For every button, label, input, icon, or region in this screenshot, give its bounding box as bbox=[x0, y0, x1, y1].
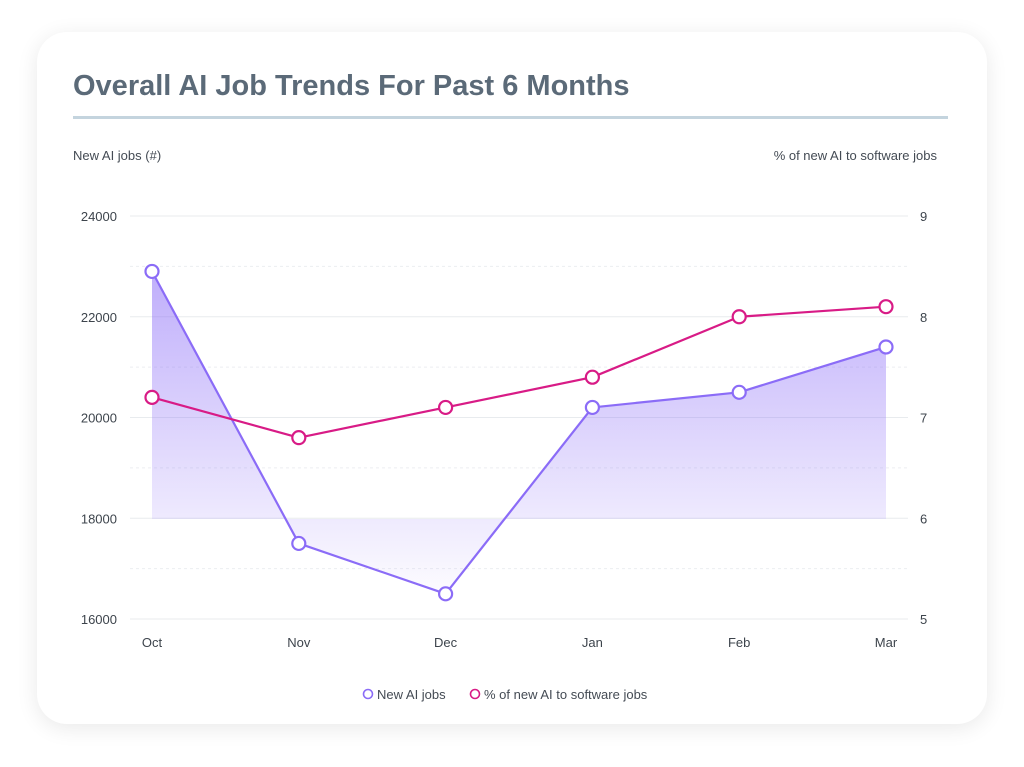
chart-title: Overall AI Job Trends For Past 6 Months bbox=[73, 70, 630, 102]
point-percent[interactable] bbox=[878, 299, 894, 315]
series-area-fill bbox=[152, 271, 886, 594]
series-line-percent bbox=[151, 305, 887, 439]
y-right-tick-label: 6 bbox=[920, 511, 927, 526]
point-percent[interactable] bbox=[584, 369, 601, 385]
point-new-ai-jobs[interactable] bbox=[878, 339, 894, 355]
point-percent[interactable] bbox=[144, 389, 160, 405]
point-percent[interactable] bbox=[731, 309, 747, 325]
y-right-tick-label: 9 bbox=[920, 209, 927, 224]
series-line-new-ai-jobs bbox=[151, 270, 887, 595]
y-left-axis-title: New AI jobs (#) bbox=[73, 148, 161, 163]
legend-label-new-ai-jobs: New AI jobs bbox=[377, 687, 446, 702]
y-left-tick-label: 20000 bbox=[81, 411, 117, 426]
x-tick-label: Jan bbox=[582, 635, 603, 650]
x-tick-label: Feb bbox=[728, 635, 750, 650]
point-new-ai-jobs[interactable] bbox=[144, 263, 160, 280]
chart-legend: New AI jobs % of new AI to software jobs bbox=[362, 687, 648, 702]
y-left-tick-label: 24000 bbox=[81, 209, 117, 224]
y-right-tick-label: 5 bbox=[920, 612, 927, 627]
point-new-ai-jobs[interactable] bbox=[291, 535, 307, 552]
y-left-tick-label: 16000 bbox=[81, 612, 117, 627]
x-tick-label: Dec bbox=[434, 635, 458, 650]
y-left-tick-label: 22000 bbox=[81, 310, 117, 325]
legend-label-percent: % of new AI to software jobs bbox=[484, 687, 648, 702]
x-tick-label: Nov bbox=[287, 635, 311, 650]
series-area-new-ai-jobs bbox=[152, 271, 886, 594]
y-right-tick-label: 8 bbox=[920, 310, 927, 325]
point-new-ai-jobs[interactable] bbox=[438, 586, 454, 602]
axis-labels: New AI jobs (#) % of new AI to software j… bbox=[73, 148, 937, 650]
point-new-ai-jobs[interactable] bbox=[584, 399, 601, 416]
series-lines bbox=[151, 270, 887, 595]
legend-marker-new-ai-jobs bbox=[362, 688, 374, 700]
y-right-tick-label: 7 bbox=[920, 411, 927, 426]
legend-marker-percent bbox=[469, 688, 481, 700]
point-percent[interactable] bbox=[291, 430, 307, 446]
x-tick-label: Oct bbox=[142, 635, 163, 650]
title-divider bbox=[73, 116, 948, 119]
x-tick-label: Mar bbox=[875, 635, 898, 650]
y-right-axis-title: % of new AI to software jobs bbox=[774, 148, 938, 163]
y-left-tick-label: 18000 bbox=[81, 511, 117, 526]
point-percent[interactable] bbox=[438, 399, 454, 416]
data-points bbox=[144, 263, 894, 602]
point-new-ai-jobs[interactable] bbox=[731, 384, 747, 400]
